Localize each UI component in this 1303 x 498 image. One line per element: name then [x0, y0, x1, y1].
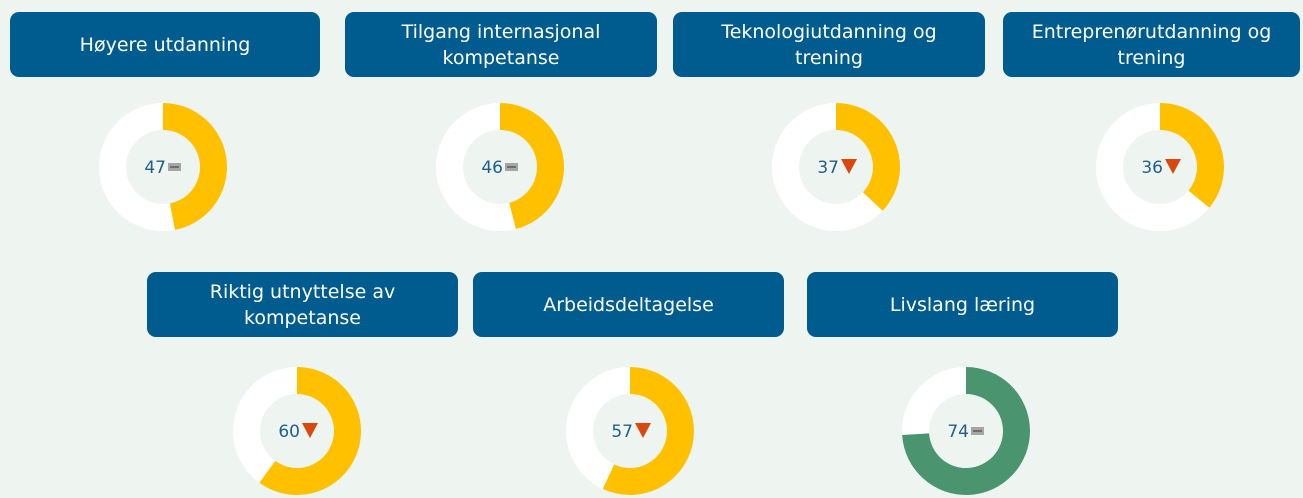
trend-flat-bar — [170, 166, 179, 168]
trend-down-icon — [635, 423, 651, 438]
donut-chart: 46 — [436, 103, 564, 231]
donut-segment — [259, 367, 361, 495]
donut-segment — [602, 367, 694, 495]
donut-segment — [902, 367, 1030, 495]
trend-flat-bar — [973, 430, 982, 432]
gauge-title: Livslang læring — [889, 293, 1036, 316]
donut-chart: 37 — [772, 103, 900, 231]
gauge-value: 57 — [611, 422, 633, 442]
gauge-header: Tilgang internasjonal kompetanse — [345, 12, 657, 77]
gauge-value: 37 — [817, 158, 839, 178]
trend-flat-bar — [507, 166, 516, 168]
gauge-title: Riktig utnyttelse av kompetanse — [209, 280, 396, 329]
donut-chart: 57 — [566, 367, 694, 495]
gauge-value: 74 — [947, 422, 969, 442]
trend-down-icon — [1165, 159, 1181, 174]
gauge-value: 46 — [481, 158, 503, 178]
donut-segment — [1160, 103, 1224, 208]
gauge-title: Teknologiutdanning og trening — [721, 20, 937, 69]
trend-down-icon — [841, 159, 857, 174]
donut-chart: 74 — [902, 367, 1030, 495]
gauge-title: Tilgang internasjonal kompetanse — [401, 20, 601, 69]
gauge-value: 60 — [278, 422, 300, 442]
donut-segment — [163, 103, 227, 230]
gauge-title: Arbeidsdeltagelse — [543, 293, 714, 316]
gauge-header: Arbeidsdeltagelse — [473, 272, 784, 337]
gauge-value: 36 — [1141, 158, 1163, 178]
donut-segment — [500, 103, 564, 229]
gauge-header: Livslang læring — [807, 272, 1118, 337]
gauge-title: Høyere utdanning — [79, 33, 251, 56]
gauge-title: Entreprenørutdanning og trening — [1031, 20, 1272, 69]
donut-chart: 60 — [233, 367, 361, 495]
gauge-header: Høyere utdanning — [10, 12, 320, 77]
gauge-header: Entreprenørutdanning og trening — [1003, 12, 1300, 77]
gauge-header: Teknologiutdanning og trening — [673, 12, 985, 77]
donut-chart: 47 — [99, 103, 227, 231]
donut-chart: 36 — [1096, 103, 1224, 231]
trend-down-icon — [302, 423, 318, 438]
gauge-value: 47 — [144, 158, 166, 178]
gauge-header: Riktig utnyttelse av kompetanse — [147, 272, 458, 337]
donut-segment — [836, 103, 900, 211]
